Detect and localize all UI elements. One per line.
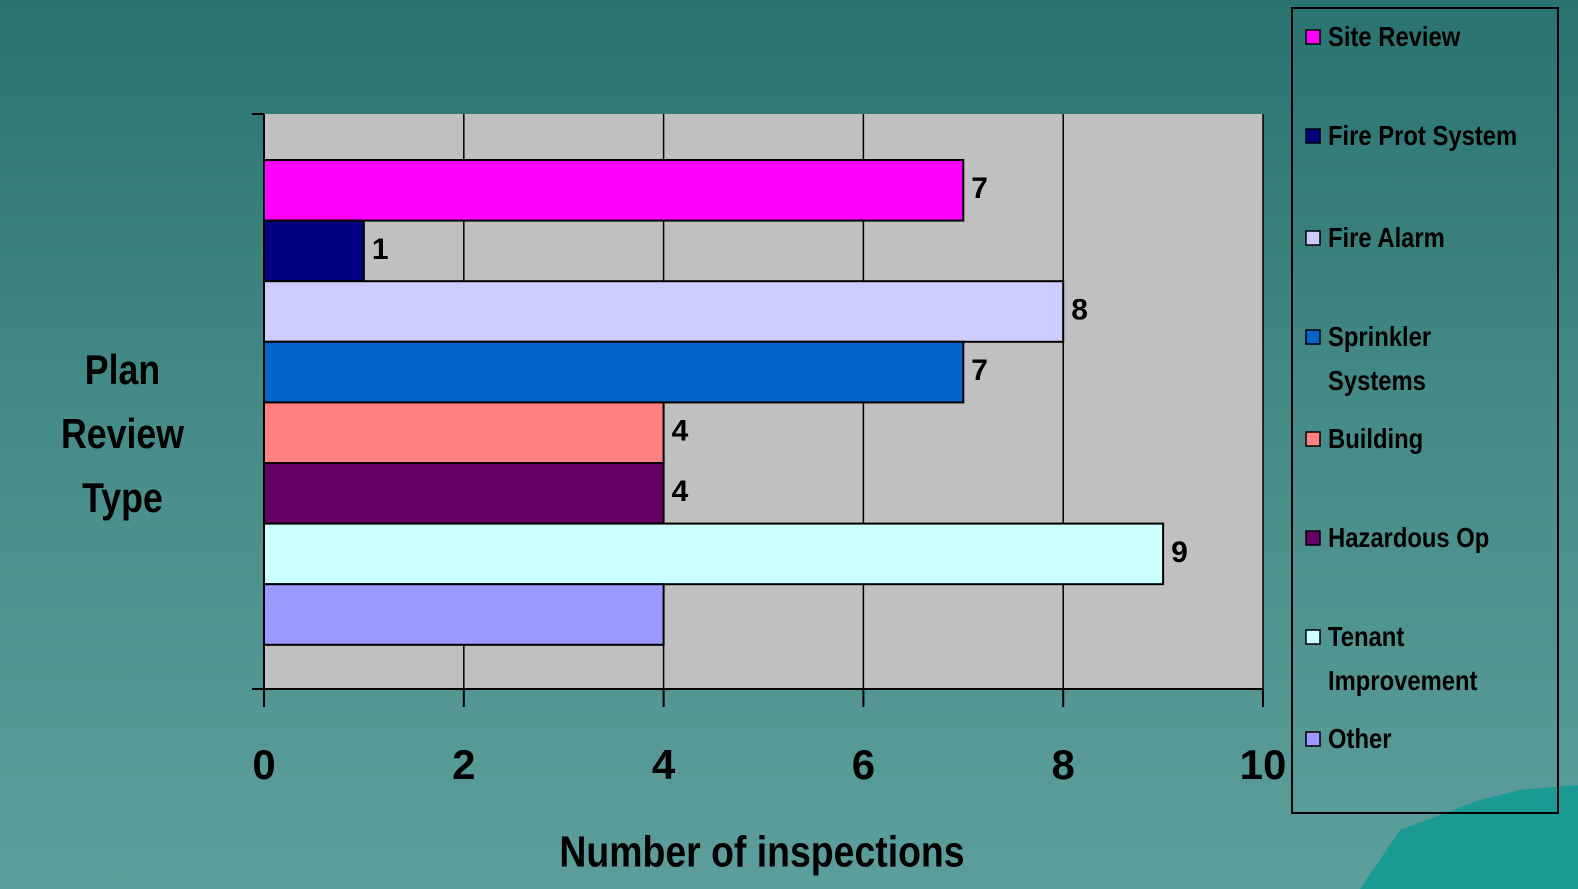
legend-swatch: [1305, 329, 1321, 345]
legend-swatch: [1305, 230, 1321, 246]
data-label: 4: [672, 475, 689, 508]
legend-label: Other: [1328, 723, 1392, 754]
bar: [263, 401, 665, 464]
bar: [263, 340, 965, 404]
legend-label: Site Review: [1328, 21, 1461, 52]
x-tick-label: 10: [1240, 741, 1287, 788]
legend-label: Hazardous Op: [1328, 522, 1490, 553]
legend-label: Fire Alarm: [1328, 222, 1445, 253]
legend-label: Sprinkler Systems: [1328, 321, 1432, 396]
x-tick-label: 2: [452, 741, 475, 788]
bar: [263, 522, 1165, 586]
legend-label: Fire Prot System: [1328, 120, 1518, 151]
data-label: 7: [971, 354, 988, 387]
legend-swatch: [1305, 431, 1321, 447]
data-label: 4: [672, 415, 689, 448]
data-label: 8: [1071, 293, 1088, 326]
bar: [263, 583, 665, 646]
legend-swatch: [1305, 29, 1321, 45]
data-label: 7: [971, 172, 988, 205]
legend-label: Building: [1328, 423, 1424, 454]
legend-box: [1291, 7, 1559, 814]
x-tick-label: 0: [252, 741, 275, 788]
data-label: 9: [1171, 536, 1188, 569]
bar: [263, 462, 665, 525]
y-axis-title: Plan Review Type: [60, 346, 185, 521]
x-axis-title: Number of inspections: [559, 827, 964, 877]
data-label: 1: [372, 233, 389, 266]
legend-swatch: [1305, 128, 1321, 144]
legend-label: Tenant Improvement: [1328, 621, 1478, 696]
bar: [263, 159, 965, 222]
decoration: [1360, 785, 1578, 889]
legend-swatch: [1305, 530, 1321, 546]
legend-swatch: [1305, 731, 1321, 747]
legend-swatch: [1305, 629, 1321, 645]
x-tick-label: 4: [652, 741, 676, 788]
bar: [263, 219, 365, 283]
bar: [263, 280, 1065, 343]
x-tick-label: 6: [852, 741, 875, 788]
x-tick-label: 8: [1052, 741, 1075, 788]
